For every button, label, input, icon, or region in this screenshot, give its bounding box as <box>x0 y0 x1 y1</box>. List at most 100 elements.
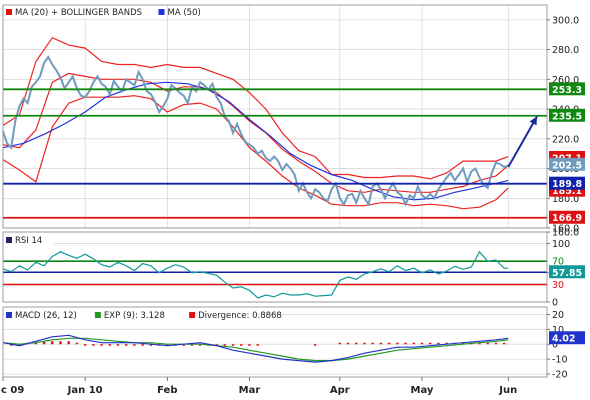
divergence-bar-45 <box>445 342 448 345</box>
legend-label-1: EXP (9): 3.128 <box>104 311 165 321</box>
divergence-bar-12 <box>108 344 111 346</box>
divergence-bar-26 <box>223 344 227 346</box>
divergence-bar-4 <box>42 341 46 345</box>
divergence-bar-6 <box>59 341 62 345</box>
ma50-line <box>2 81 509 201</box>
exp-line <box>2 337 509 362</box>
divergence-bar-39 <box>396 342 399 345</box>
legend-swatch-0 <box>6 9 12 15</box>
price-tick-label-6: 180.0 <box>552 194 579 205</box>
divergence-bar-42 <box>420 342 424 345</box>
legend-label-1: MA (50) <box>168 8 201 18</box>
price-legend-bg <box>4 6 156 18</box>
macd-tick-label-3: -10 <box>552 355 568 366</box>
divergence-bar-38 <box>387 342 391 345</box>
forecast-arrow <box>507 116 538 168</box>
macd-tick-label-2: 0 <box>552 340 558 351</box>
x-tick-label-0: c 09 <box>1 385 24 396</box>
ma20-line <box>2 72 509 193</box>
divergence-bar-32 <box>338 342 342 345</box>
divergence-bar-30 <box>256 344 259 346</box>
bollinger-upper-line <box>2 36 509 180</box>
divergence-bar-14 <box>125 344 128 346</box>
price-tick-label-4: 220.0 <box>552 134 579 145</box>
legend-swatch-1 <box>158 9 165 15</box>
macd-value-tag: 4.02 <box>552 334 575 345</box>
price-frame <box>2 4 548 229</box>
divergence-bar-28 <box>240 344 243 346</box>
macd-legend-bg <box>4 309 254 320</box>
divergence-bar-47 <box>461 342 465 345</box>
divergence-bar-36 <box>371 342 374 345</box>
legend-label-0: MA (20) + BOLLINGER BANDS <box>15 8 142 18</box>
level-tag-235.5-bg <box>549 108 585 122</box>
x-tick-label-1: Jan 10 <box>67 385 103 396</box>
divergence-bar-34 <box>355 342 358 345</box>
divergence-bar-35 <box>363 342 366 345</box>
divergence-bar-51 <box>494 342 498 345</box>
rsi-line <box>2 250 509 299</box>
level-tag-166.9: 166.9 <box>552 213 582 224</box>
price-panel: 300.0280.0260.0240.0220.0200.0180.0160.0… <box>2 4 585 235</box>
macd-tick-label-4: -20 <box>552 370 568 381</box>
x-tick-label-6: Jun <box>498 385 517 396</box>
price-line <box>2 55 509 207</box>
divergence-bar-11 <box>100 344 103 346</box>
divergence-bar-5 <box>51 341 54 345</box>
forecast-arrow-head <box>529 116 537 126</box>
divergence-bar-23 <box>198 344 202 346</box>
x-tick-label-4: Apr <box>330 385 350 396</box>
divergence-bar-22 <box>190 344 194 346</box>
legend-label-0: RSI 14 <box>15 236 42 246</box>
divergence-bar-50 <box>486 342 489 345</box>
legend-swatch-2 <box>189 312 196 318</box>
rsi-level-label-70: 70 <box>552 257 564 268</box>
divergence-bar-15 <box>133 344 136 346</box>
divergence-bar-8 <box>75 342 79 345</box>
divergence-bar-10 <box>92 344 95 346</box>
macd-panel: 20 10 0 -10 -20 4.02 MACD (26, 12) EXP (9): 3.1… <box>2 306 585 381</box>
legend-label-2: Divergence: 0.8868 <box>198 311 282 321</box>
level-tag-253.3-bg <box>549 82 585 96</box>
level-tag-189.8: 189.8 <box>552 179 582 190</box>
value-tag-185.1: 185.1 <box>552 186 582 197</box>
divergence-bar-1 <box>18 344 21 346</box>
divergence-bar-3 <box>34 342 38 345</box>
x-tick-label-2: Feb <box>157 385 177 396</box>
divergence-bar-31 <box>313 344 317 346</box>
divergence-bar-19 <box>166 344 169 346</box>
legend-swatch-1 <box>94 312 101 318</box>
level-tag-253.3: 253.3 <box>552 85 582 96</box>
macd-frame <box>2 306 548 378</box>
rsi-level-label-30: 30 <box>552 280 564 291</box>
divergence-bar-17 <box>149 344 153 346</box>
divergence-bar-25 <box>215 344 218 346</box>
rsi-tick-label-0: 160.0 <box>552 228 579 239</box>
divergence-bar-7 <box>67 341 70 345</box>
value-tag-202.5: 202.5 <box>552 160 582 171</box>
level-tag-166.9-bg <box>549 210 585 224</box>
divergence-bar-16 <box>141 344 144 346</box>
value-tag-202.5-bg <box>549 157 585 171</box>
rsi-tick-label-3: 0 <box>552 298 558 309</box>
macd-tick-label-1: 10 <box>552 325 564 336</box>
divergence-bar-0 <box>10 344 13 346</box>
divergence-bar-13 <box>116 344 120 346</box>
divergence-bar-43 <box>429 342 432 345</box>
divergence-bar-37 <box>379 342 383 345</box>
rsi-frame <box>2 231 548 303</box>
divergence-bar-41 <box>412 342 415 345</box>
divergence-bar-52 <box>502 342 506 345</box>
divergence-bar-44 <box>437 342 440 345</box>
level-tag-235.5: 235.5 <box>552 111 582 122</box>
divergence-bar-29 <box>248 344 251 346</box>
rsi-legend-bg <box>4 234 54 245</box>
rsi-value-tag-bg <box>549 265 585 279</box>
divergence-bar-27 <box>231 344 235 346</box>
legend-label-0: MACD (26, 12) <box>15 311 77 321</box>
legend-swatch-0 <box>6 237 12 243</box>
price-tick-label-0: 300.0 <box>552 15 579 26</box>
x-axis: c 09 Jan 10 Feb Mar Apr May Jun <box>1 377 517 396</box>
divergence-bar-33 <box>346 342 350 345</box>
